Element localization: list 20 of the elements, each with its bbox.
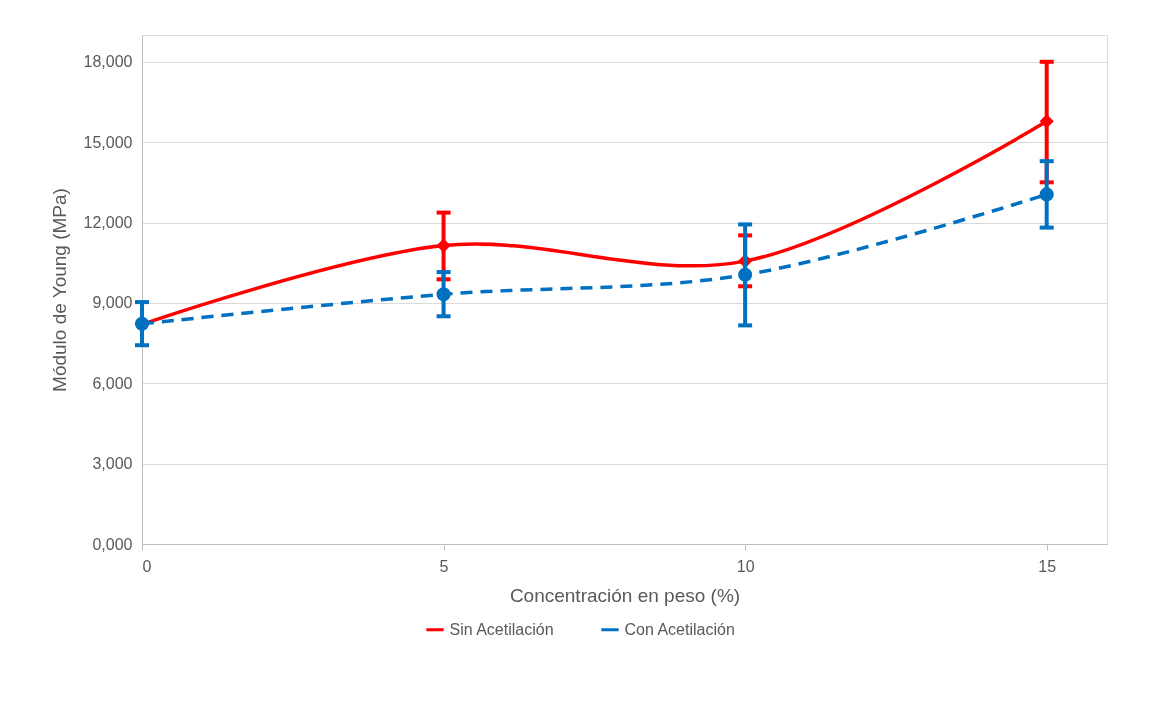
x-tick-label: 0 [142, 557, 152, 575]
point [436, 287, 451, 302]
x-tick-label: 5 [439, 557, 449, 575]
point [436, 238, 451, 253]
point [738, 267, 753, 282]
x-axis-title: Concentración en peso (%) [509, 584, 741, 606]
x-tick-label: 10 [736, 557, 755, 575]
point [1039, 114, 1054, 129]
y-tick-label: 6,000 [92, 374, 133, 392]
y-tick-label: 12,000 [83, 214, 133, 232]
y-tick-label: 9,000 [92, 294, 133, 312]
legend-label: Sin Acetilación [449, 620, 554, 638]
y-tick-label: 3,000 [92, 455, 133, 473]
y-tick-label: 18,000 [83, 53, 133, 71]
x-tick-label: 15 [1038, 557, 1057, 575]
y-tick-label: 0,000 [92, 535, 133, 553]
y-axis-title: Módulo de Young (MPa) [48, 188, 70, 392]
y-tick-label: 15,000 [83, 133, 133, 151]
legend-label: Con Acetilación [624, 620, 735, 638]
point [1039, 187, 1054, 202]
